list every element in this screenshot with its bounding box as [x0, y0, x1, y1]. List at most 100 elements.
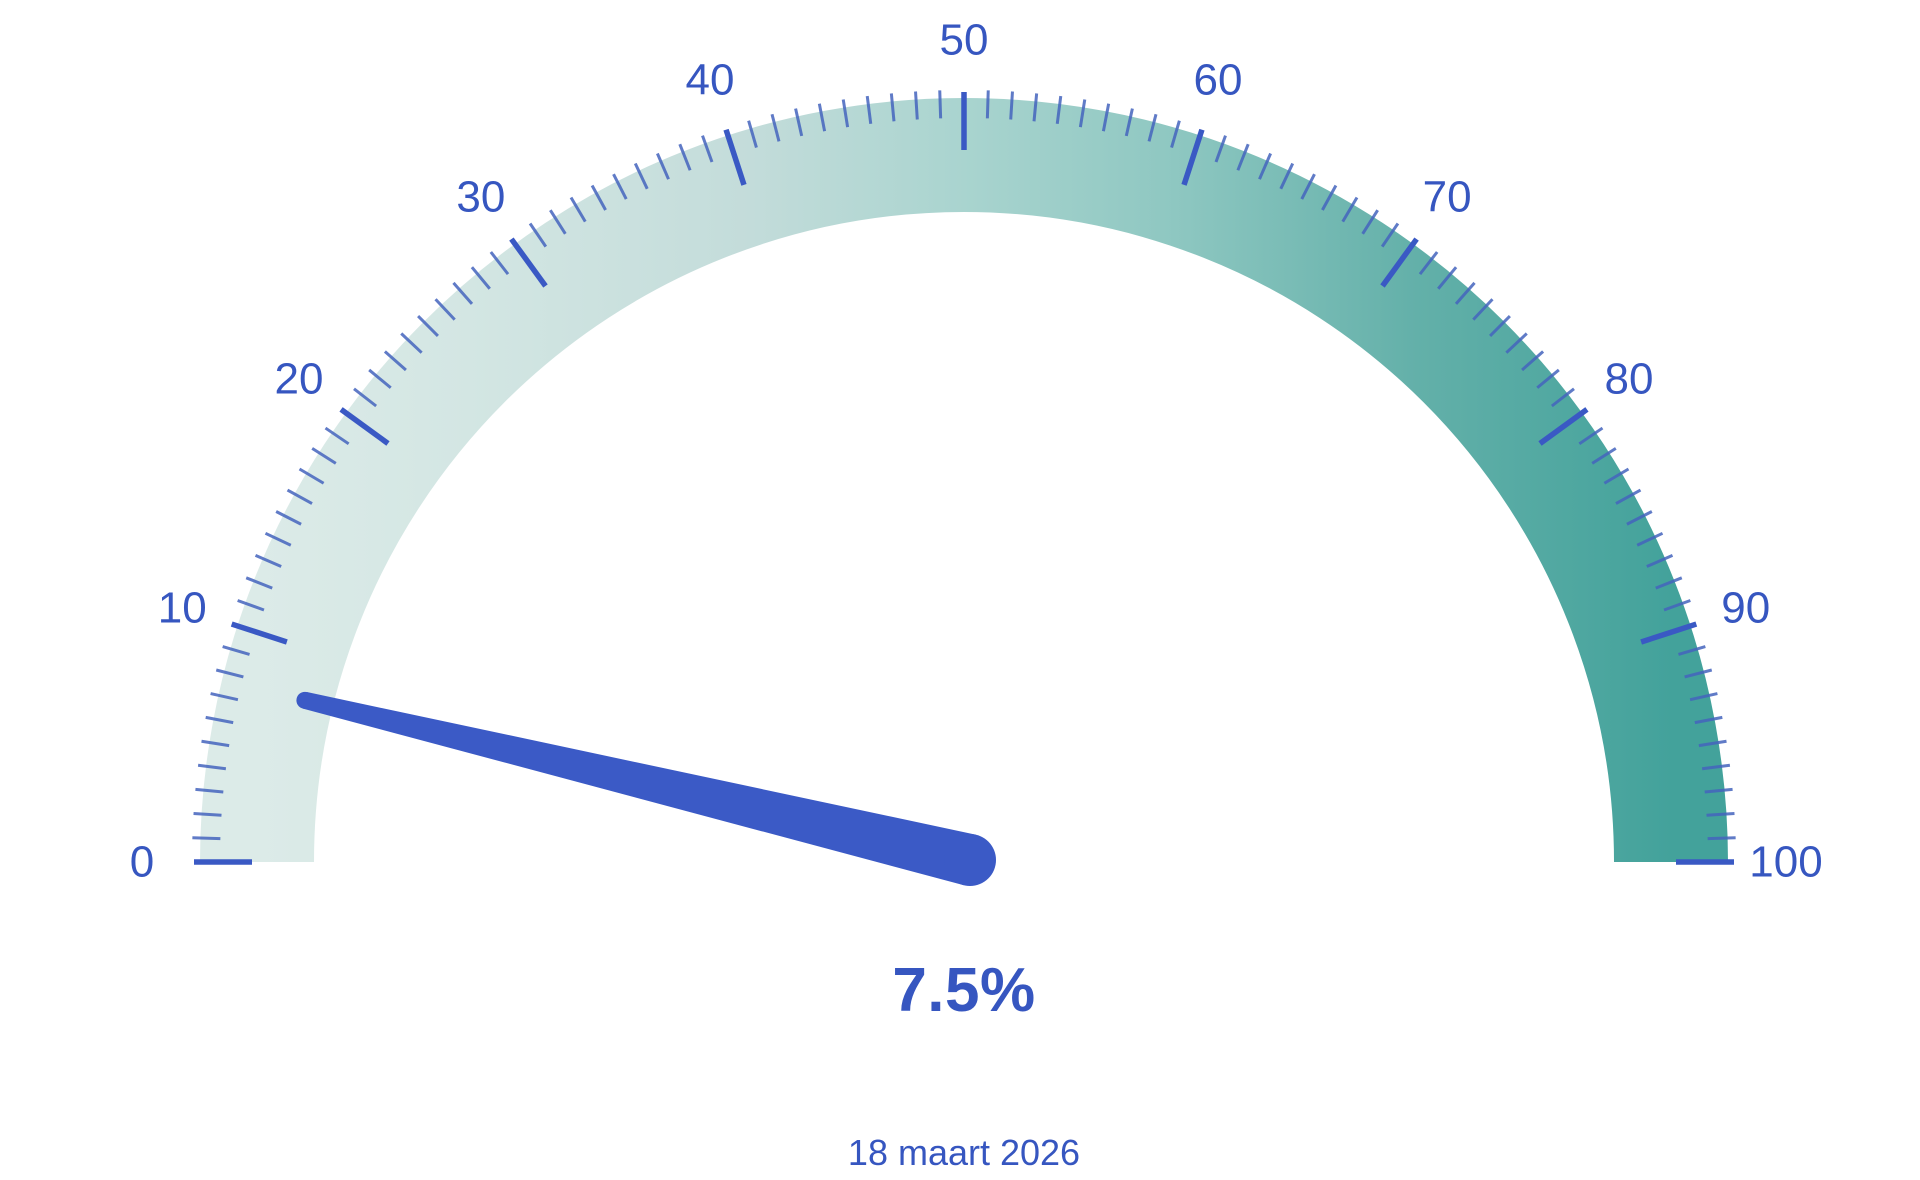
- minor-tick: [1380, 222, 1400, 248]
- minor-tick: [193, 812, 222, 817]
- minor-tick: [1626, 510, 1653, 526]
- minor-tick: [1615, 488, 1642, 505]
- minor-tick: [633, 162, 649, 190]
- minor-tick: [1300, 173, 1316, 200]
- gauge-band: [200, 98, 1728, 863]
- minor-tick: [612, 173, 628, 200]
- date-label: 18 maart 2026: [847, 1132, 1081, 1173]
- minor-tick: [1032, 93, 1039, 122]
- minor-tick: [985, 90, 990, 119]
- minor-tick: [205, 715, 234, 725]
- minor-tick: [1689, 692, 1718, 702]
- major-tick: [1380, 237, 1419, 288]
- minor-tick: [286, 488, 313, 505]
- minor-tick: [311, 447, 337, 465]
- minor-tick: [841, 99, 850, 128]
- axis-label: 50: [940, 16, 989, 65]
- minor-tick: [368, 368, 392, 389]
- minor-tick: [254, 554, 282, 568]
- minor-tick: [275, 510, 302, 526]
- minor-tick: [889, 93, 896, 122]
- minor-tick: [264, 531, 292, 547]
- minor-tick: [865, 95, 873, 125]
- needle-body: [302, 692, 977, 886]
- minor-tick: [1437, 266, 1458, 290]
- minor-tick: [452, 281, 474, 305]
- major-tick: [1538, 407, 1589, 446]
- minor-tick: [1663, 599, 1691, 612]
- axis-label: 0: [130, 838, 154, 887]
- minor-tick: [1279, 162, 1295, 190]
- major-tick: [1181, 128, 1205, 186]
- minor-tick: [1698, 739, 1727, 748]
- minor-tick: [1454, 281, 1476, 305]
- minor-tick: [1505, 332, 1528, 354]
- minor-tick: [1321, 184, 1338, 211]
- minor-tick: [353, 387, 378, 408]
- minor-tick: [1124, 108, 1134, 137]
- axis-label: 40: [686, 56, 735, 105]
- minor-tick: [678, 143, 692, 171]
- axis-label: 30: [456, 172, 505, 221]
- minor-tick: [489, 251, 510, 276]
- minor-tick: [1707, 836, 1736, 841]
- minor-tick: [1418, 251, 1439, 276]
- minor-tick: [1578, 426, 1604, 446]
- minor-tick: [195, 787, 224, 794]
- minor-tick: [1489, 315, 1511, 337]
- minor-tick: [215, 668, 244, 679]
- minor-tick: [938, 90, 943, 119]
- minor-tick: [1694, 715, 1723, 725]
- minor-tick: [1684, 668, 1713, 679]
- minor-tick: [324, 426, 350, 446]
- minor-tick: [817, 103, 827, 132]
- major-tick: [339, 407, 390, 446]
- minor-tick: [1521, 350, 1545, 372]
- minor-tick: [1472, 298, 1494, 321]
- minor-tick: [197, 763, 227, 771]
- minor-tick: [1706, 812, 1735, 817]
- minor-tick: [1361, 209, 1379, 235]
- major-tick: [723, 128, 747, 186]
- minor-tick: [1704, 787, 1733, 794]
- minor-tick: [914, 91, 919, 120]
- needle-pivot-cap: [944, 834, 996, 886]
- minor-tick: [569, 196, 587, 223]
- minor-tick: [1258, 152, 1272, 180]
- axis-label: 70: [1423, 172, 1472, 221]
- minor-tick: [237, 599, 265, 612]
- axis-label: 80: [1605, 354, 1654, 403]
- minor-tick: [417, 315, 439, 337]
- minor-tick: [1078, 99, 1087, 128]
- minor-tick: [770, 113, 781, 142]
- minor-tick: [470, 266, 491, 290]
- minor-tick: [192, 836, 221, 841]
- minor-tick: [1214, 135, 1227, 163]
- major-tick: [1640, 621, 1698, 645]
- major-tick: [230, 621, 288, 645]
- minor-tick: [201, 739, 230, 748]
- minor-tick: [222, 645, 250, 656]
- axis-label: 90: [1721, 583, 1770, 632]
- minor-tick: [794, 108, 804, 137]
- minor-tick: [383, 350, 407, 372]
- gauge-needle: [296, 691, 996, 886]
- minor-tick: [1536, 368, 1560, 389]
- minor-tick: [298, 467, 325, 485]
- minor-tick: [1655, 576, 1683, 590]
- axis-label: 20: [275, 354, 324, 403]
- axis-label: 10: [158, 583, 207, 632]
- minor-tick: [1236, 143, 1250, 171]
- minor-tick: [590, 184, 607, 211]
- minor-tick: [1009, 91, 1014, 120]
- needle-tip-cap: [296, 691, 314, 709]
- minor-tick: [549, 209, 567, 235]
- minor-tick: [1170, 120, 1181, 148]
- minor-tick: [1341, 196, 1359, 223]
- minor-tick: [1147, 113, 1158, 142]
- minor-tick: [528, 222, 548, 248]
- gauge-value-label: 7.5%: [892, 956, 1036, 1025]
- minor-tick: [1603, 467, 1630, 485]
- minor-tick: [656, 152, 670, 180]
